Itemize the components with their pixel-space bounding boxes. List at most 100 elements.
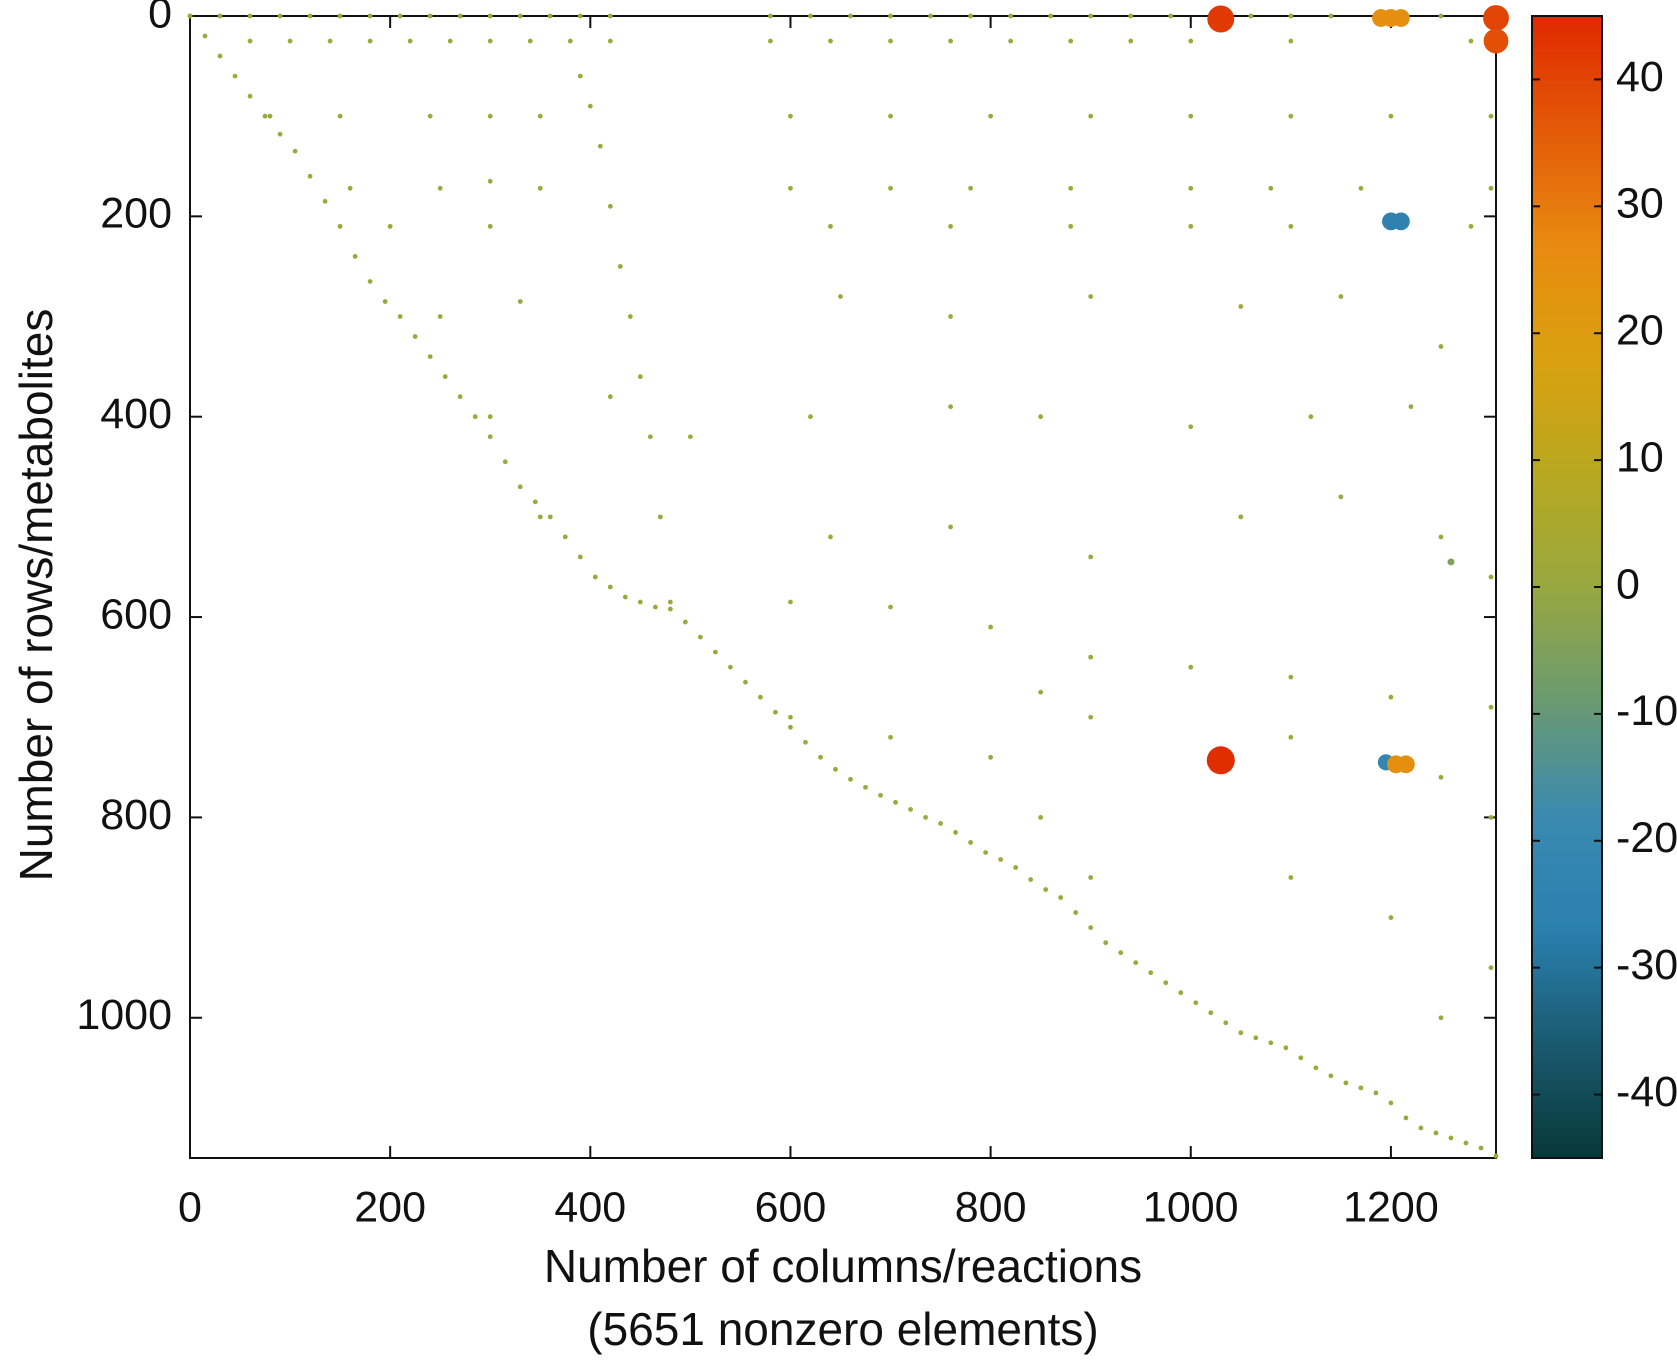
data-point <box>637 374 643 380</box>
data-point <box>592 574 598 580</box>
data-point <box>908 806 913 812</box>
data-point <box>517 484 523 490</box>
data-point <box>607 203 613 209</box>
data-point <box>1313 1065 1319 1071</box>
data-point <box>577 73 583 79</box>
data-point <box>1488 704 1494 710</box>
data-point <box>1043 887 1049 892</box>
x-axis-label: Number of columns/reactions <box>544 1240 1142 1292</box>
data-point <box>627 314 633 319</box>
data-point <box>1088 554 1094 560</box>
x-tick-label: 1000 <box>1143 1183 1239 1231</box>
data-point <box>1438 13 1444 19</box>
data-point <box>968 13 973 19</box>
data-point <box>1163 980 1169 986</box>
data-point <box>1068 38 1074 44</box>
data-point <box>387 223 393 229</box>
data-point <box>888 38 893 44</box>
data-point <box>1088 654 1094 660</box>
data-point <box>1208 1010 1214 1016</box>
data-point <box>888 113 893 119</box>
data-point <box>652 604 658 610</box>
data-point <box>968 185 973 191</box>
data-point <box>397 13 403 19</box>
data-point <box>808 13 813 19</box>
y-tick-label: 400 <box>100 390 172 438</box>
data-point <box>667 606 673 612</box>
data-point <box>863 784 868 790</box>
data-point <box>487 38 493 44</box>
data-point <box>1468 38 1474 44</box>
data-point <box>1447 558 1455 566</box>
data-point <box>487 434 493 440</box>
data-point <box>487 113 493 119</box>
data-point <box>277 13 283 19</box>
data-point <box>1438 344 1444 349</box>
x-tick-label: 400 <box>554 1183 626 1231</box>
data-point <box>1248 13 1254 19</box>
data-point <box>287 38 293 44</box>
data-point <box>888 604 893 610</box>
data-point <box>1168 13 1174 19</box>
data-point <box>1178 990 1184 996</box>
data-point <box>607 584 613 590</box>
data-point <box>893 799 898 805</box>
data-point <box>447 38 453 44</box>
data-point <box>1493 1153 1499 1159</box>
data-point <box>1238 1030 1244 1036</box>
data-point <box>1268 1040 1274 1046</box>
x-tick-label: 1200 <box>1343 1183 1439 1231</box>
data-point <box>427 113 433 119</box>
data-point <box>202 33 208 39</box>
data-point <box>1188 223 1194 229</box>
data-point <box>1088 925 1094 930</box>
colorbar-tick-label: 40 <box>1616 53 1664 101</box>
data-point <box>788 185 793 191</box>
data-point <box>948 404 953 410</box>
data-point <box>367 38 373 44</box>
data-point <box>808 414 813 420</box>
data-point <box>267 113 273 119</box>
data-point <box>487 178 493 184</box>
data-point <box>948 223 953 229</box>
data-point <box>562 534 568 540</box>
data-point <box>457 394 463 400</box>
data-point <box>743 679 748 685</box>
data-point <box>1288 734 1294 740</box>
data-point <box>1288 13 1294 19</box>
data-point <box>1148 970 1154 976</box>
data-point <box>622 594 628 600</box>
data-point <box>367 13 373 19</box>
x-tick-label: 0 <box>178 1183 202 1231</box>
data-point <box>878 792 883 798</box>
data-point <box>803 739 808 745</box>
data-point <box>1338 494 1344 500</box>
data-point <box>1488 965 1494 971</box>
data-point <box>1488 185 1494 191</box>
data-point <box>307 173 313 179</box>
data-point <box>838 294 843 299</box>
data-point <box>217 13 223 19</box>
data-point <box>437 314 443 319</box>
data-point <box>1038 414 1044 420</box>
data-point <box>988 113 994 119</box>
data-point <box>322 198 328 204</box>
data-point <box>1388 113 1394 119</box>
data-point <box>828 223 833 229</box>
data-point <box>1488 815 1494 820</box>
y-tick-label: 600 <box>100 590 172 638</box>
data-point <box>768 38 773 44</box>
data-point <box>437 185 443 191</box>
data-point <box>487 223 493 229</box>
data-point <box>577 554 583 560</box>
data-point <box>923 815 928 820</box>
data-point <box>537 185 543 191</box>
data-point <box>1463 1140 1469 1146</box>
data-point <box>788 113 793 119</box>
data-point <box>657 514 663 520</box>
data-point <box>788 599 793 605</box>
data-point <box>607 394 613 400</box>
data-point <box>1448 1135 1454 1141</box>
data-point <box>487 414 493 420</box>
data-point <box>527 38 533 44</box>
